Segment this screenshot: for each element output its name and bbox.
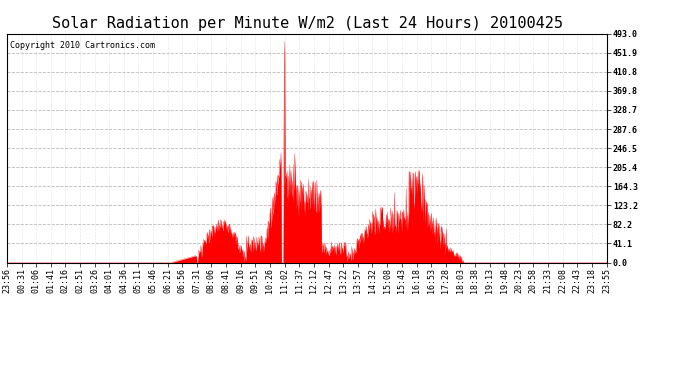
Text: Copyright 2010 Cartronics.com: Copyright 2010 Cartronics.com [10, 40, 155, 50]
Title: Solar Radiation per Minute W/m2 (Last 24 Hours) 20100425: Solar Radiation per Minute W/m2 (Last 24… [52, 16, 562, 31]
